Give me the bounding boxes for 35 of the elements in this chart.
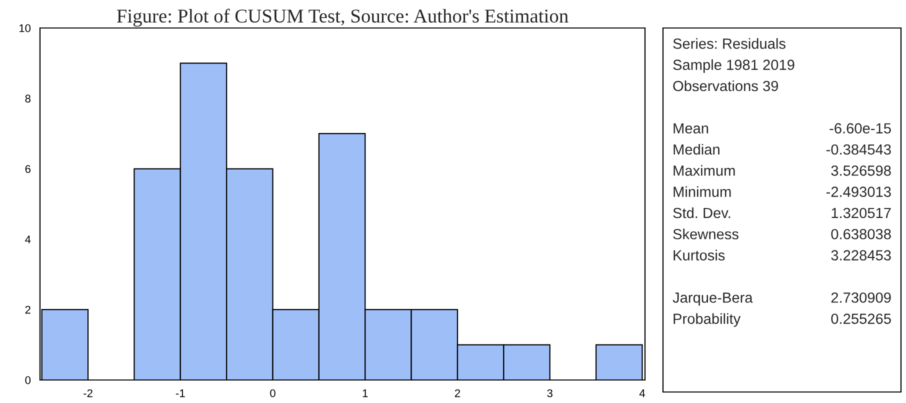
text: -6.60e-15 [830,123,891,134]
chart-title: Figure: Plot of CUSUM Test, Source: Author's Estimation [116,8,568,27]
text: Skewness [673,228,738,240]
y-tick-label: 0 [25,376,31,384]
text: -0.384543 [826,144,891,155]
x-tick-label: 3 [547,389,552,398]
y-tick-label: 2 [25,306,30,314]
text: -2.493013 [826,186,891,197]
text: Sample 1981 2019 [673,59,794,73]
text: 3.228453 [831,250,891,260]
text: Observations 39 [673,80,778,92]
y-tick-label: 6 [25,165,30,173]
x-tick-label: 4 [639,389,645,398]
text: Kurtosis [674,250,725,260]
x-tick-label: 2 [454,389,460,398]
y-tick-label: 10 [19,24,31,32]
text: Jarque-Bera [672,292,753,306]
x-tick-label: 1 [362,389,368,398]
text: Std. Dev. [673,207,730,218]
text: Maximum [674,165,735,176]
y-tick-label: 4 [25,236,31,244]
y-tick-label: 8 [25,94,30,103]
x-tick-label: 0 [270,389,276,398]
text: 0.255265 [831,314,891,324]
text: Series: Residuals [673,38,786,49]
text: 0.638038 [831,228,891,240]
text: 3.526598 [831,165,891,176]
text: Median [674,144,720,155]
text: Probability [674,313,741,327]
x-tick-label: -2 [84,389,92,398]
x-tick-label: -1 [176,389,185,398]
text: 1.320517 [832,208,891,218]
text: 2.730909 [831,292,891,303]
text: Mean [674,123,708,134]
text: Minimum [674,186,731,197]
